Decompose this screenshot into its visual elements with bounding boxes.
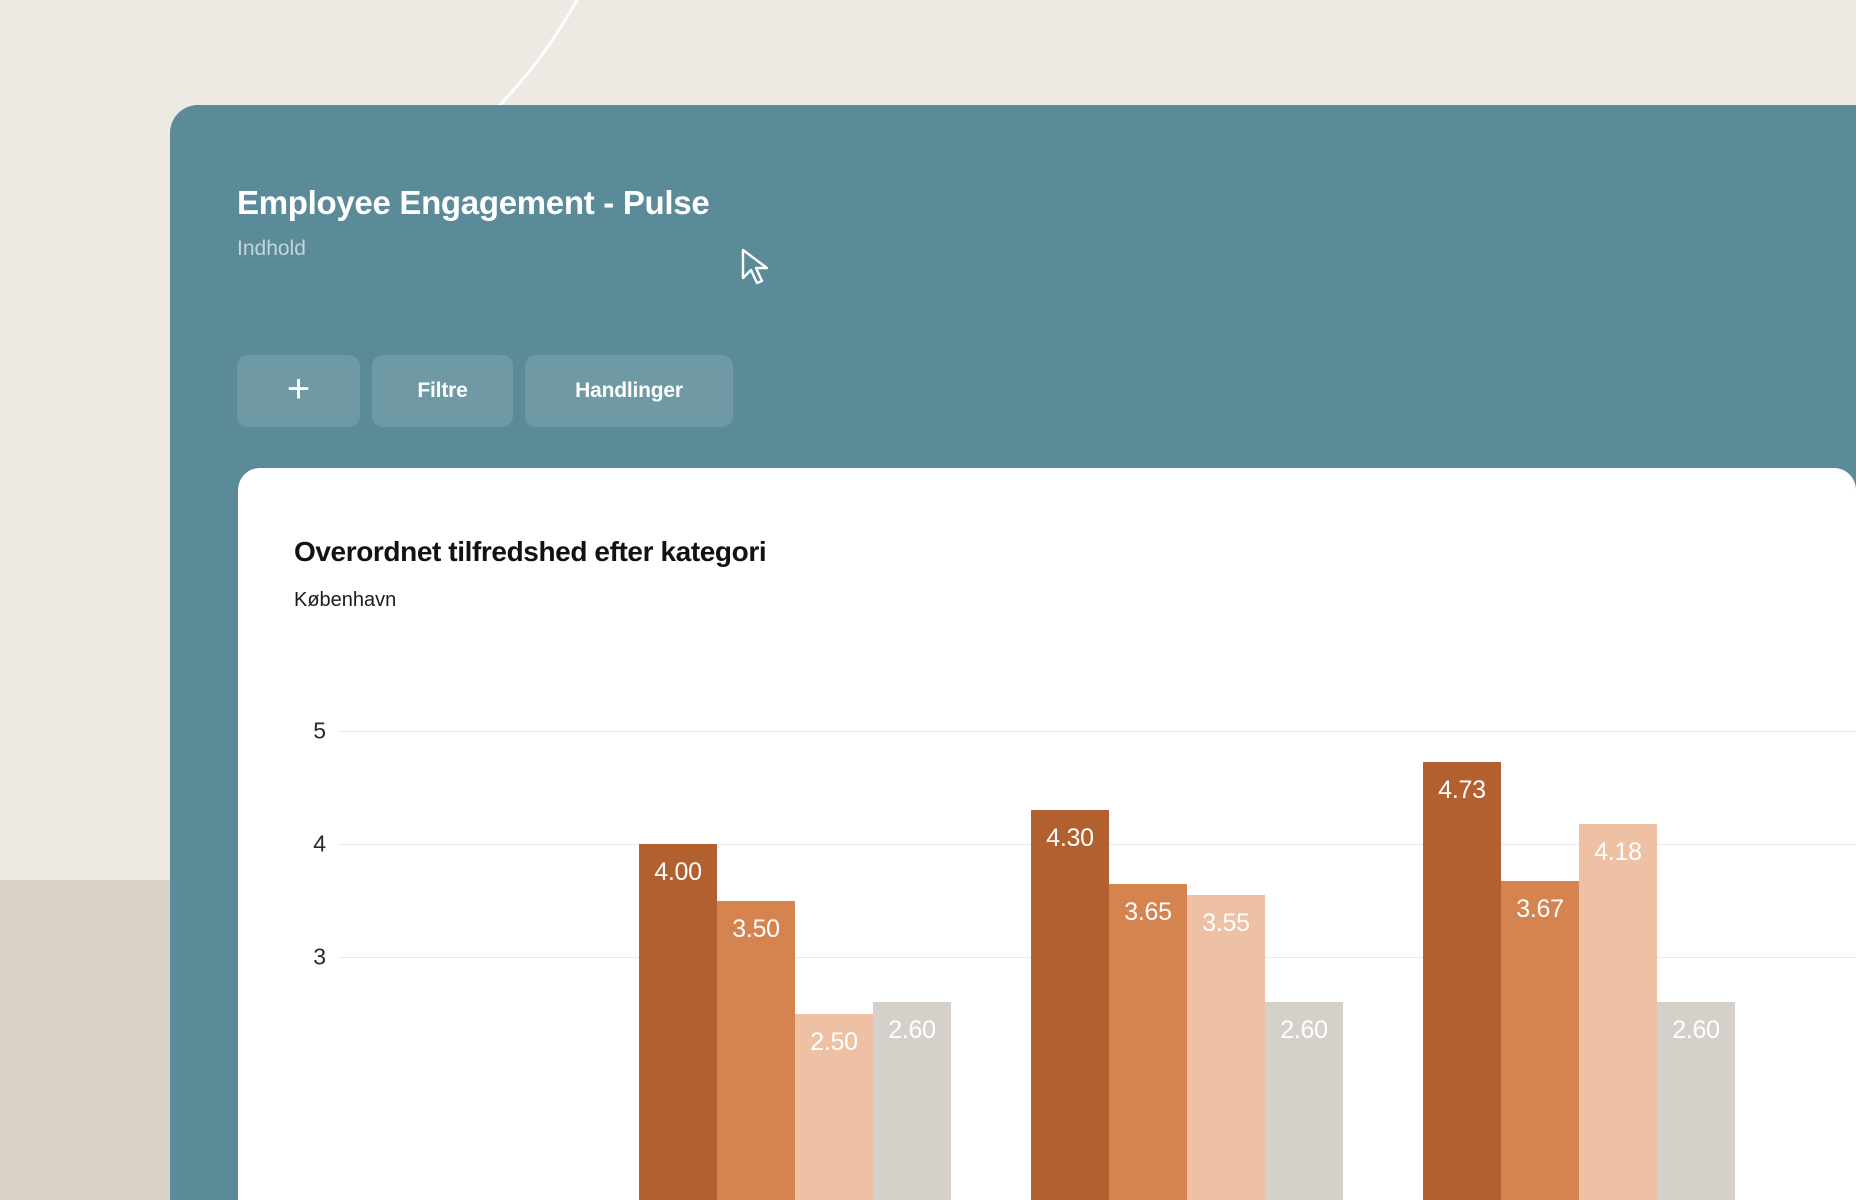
plus-icon: +	[286, 367, 311, 411]
page-title: Employee Engagement - Pulse	[237, 184, 710, 221]
bar[interactable]: 2.60	[1657, 1002, 1735, 1200]
bar-value-label: 2.60	[1672, 1016, 1720, 1045]
bar-value-label: 4.18	[1594, 837, 1642, 866]
bar-value-label: 3.50	[732, 914, 780, 943]
actions-button[interactable]: Handlinger	[525, 355, 733, 427]
bar[interactable]: 3.67	[1501, 881, 1579, 1200]
bar-value-label: 3.65	[1124, 897, 1172, 926]
bar-group: 4.30 3.65 3.55 2.60	[1031, 810, 1343, 1200]
chart-card: Overordnet tilfredshed efter kategori Kø…	[238, 468, 1856, 1200]
app-window: Employee Engagement - Pulse Indhold + Fi…	[170, 105, 1856, 1200]
window-header: Employee Engagement - Pulse Indhold	[237, 184, 710, 261]
bar-value-label: 4.73	[1438, 775, 1486, 804]
chart-subtitle: København	[294, 589, 397, 611]
plot-area: 4.00 3.50 2.50 2.60 4.30 3.65 3.55 2.60 4.73 3.67…	[350, 654, 1856, 1200]
bar-value-label: 3.55	[1202, 908, 1250, 937]
bar[interactable]: 2.60	[1265, 1002, 1343, 1200]
bar-value-label: 2.60	[1280, 1016, 1328, 1045]
bar[interactable]: 4.73	[1423, 761, 1501, 1200]
bar[interactable]: 2.60	[873, 1002, 951, 1200]
bar[interactable]: 4.18	[1579, 823, 1657, 1200]
bar[interactable]: 2.50	[795, 1013, 873, 1200]
bar[interactable]: 4.30	[1031, 810, 1109, 1200]
mouse-cursor	[741, 248, 769, 285]
y-axis-tick-label: 5	[313, 717, 326, 744]
y-axis-tick-label: 3	[313, 943, 326, 970]
chart-title: Overordnet tilfredshed efter kategori	[294, 536, 767, 567]
filter-button[interactable]: Filtre	[372, 355, 513, 427]
gridline	[338, 731, 1856, 732]
bar[interactable]: 3.65	[1109, 883, 1187, 1200]
bar[interactable]: 3.50	[717, 900, 795, 1200]
y-axis-tick-label: 4	[313, 830, 326, 857]
bar-value-label: 4.30	[1046, 824, 1094, 853]
page-subtitle: Indhold	[237, 237, 306, 261]
bar-value-label: 2.60	[888, 1016, 936, 1045]
bar-value-label: 4.00	[654, 858, 702, 886]
toolbar: + Filtre Handlinger	[237, 355, 733, 427]
bar[interactable]: 4.00	[639, 844, 717, 1200]
add-button[interactable]: +	[237, 355, 360, 427]
bar-value-label: 3.67	[1516, 895, 1564, 924]
bar[interactable]: 3.55	[1187, 894, 1265, 1200]
bar-value-label: 2.50	[810, 1027, 858, 1056]
bar-group: 4.73 3.67 4.18 2.60	[1423, 761, 1735, 1200]
bar-group: 4.00 3.50 2.50 2.60	[639, 844, 951, 1200]
